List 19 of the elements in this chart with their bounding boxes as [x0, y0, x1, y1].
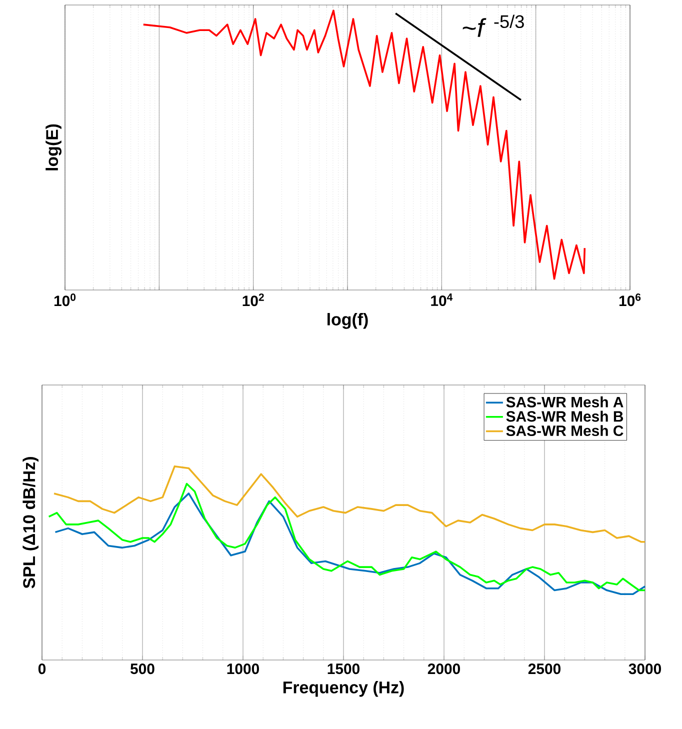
x-tick-label: 10$^{6}$	[619, 294, 641, 306]
legend-label: SAS-WR Mesh C	[506, 425, 624, 436]
x-axis-title: Frequency (Hz)	[283, 680, 404, 697]
x-axis-title: log(f)	[328, 313, 368, 329]
x-tick-label: 1500	[328, 664, 360, 674]
x-tick-label: 10$^{0}$	[54, 294, 76, 306]
x-tick-label: 0	[38, 664, 46, 674]
x-tick-label: 10$^{2}$	[242, 294, 264, 306]
x-tick-label: 2500	[528, 664, 560, 674]
x-tick-label: 500	[130, 664, 154, 674]
annotation: ~f $^{-5/3}$	[462, 14, 524, 37]
x-tick-label: 3000	[628, 664, 661, 674]
y-axis-title: SPL (Δ10 dB/Hz)	[22, 457, 38, 588]
y-axis-title: log(E)	[46, 124, 62, 170]
legend-label: SAS-WR Mesh A	[506, 396, 624, 408]
x-tick-label: 10$^{4}$	[431, 294, 453, 306]
x-tick-label: 1000	[227, 664, 259, 674]
x-tick-label: 2000	[428, 664, 460, 674]
legend-label: SAS-WR Mesh B	[506, 410, 624, 422]
